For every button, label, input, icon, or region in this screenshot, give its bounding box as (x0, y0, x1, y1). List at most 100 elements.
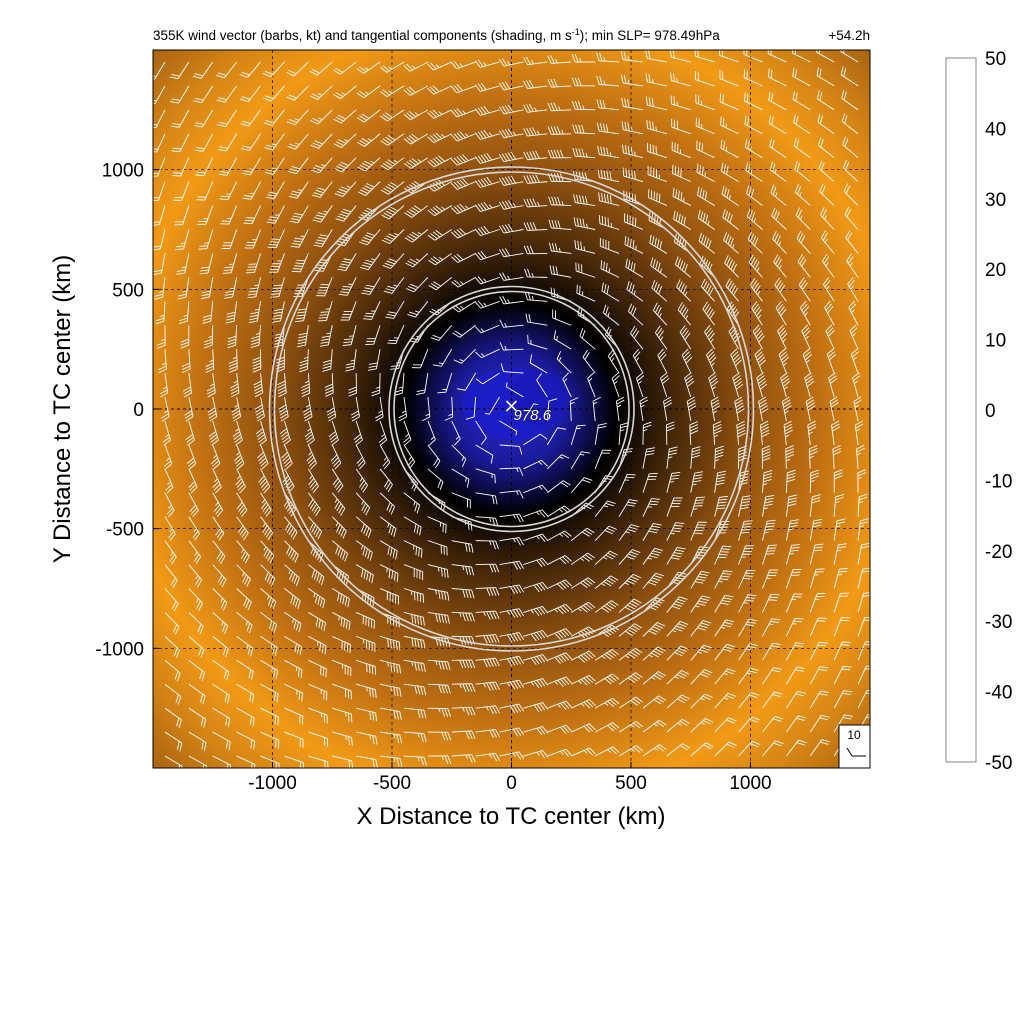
wind-barb (262, 61, 285, 78)
wind-barb (380, 181, 405, 195)
barb-reference-label: 10 (847, 728, 861, 742)
wind-barb (193, 109, 214, 128)
wind-barb (356, 731, 378, 745)
wind-barb (236, 588, 252, 611)
wind-barb (348, 373, 357, 397)
x-tick-label: 500 (615, 773, 647, 794)
wind-barb (833, 617, 850, 637)
wind-barb (842, 136, 859, 159)
wind-barb (475, 468, 496, 484)
wind-barb (618, 524, 640, 541)
wind-barb (475, 657, 500, 668)
wind-barb (594, 746, 620, 757)
wind-barb (570, 552, 595, 565)
wind-barb (833, 665, 852, 685)
wind-barb (284, 540, 299, 563)
wind-barb (196, 181, 214, 201)
wind-barb (690, 742, 714, 757)
wind-barb (674, 256, 692, 278)
wind-barb (475, 705, 500, 715)
wind-barb (404, 205, 429, 218)
wind-barb (621, 97, 644, 111)
wind-barb (154, 277, 166, 300)
wind-barb (474, 250, 500, 261)
wind-barb (498, 104, 524, 115)
wind-barb (212, 540, 226, 564)
wind-barb (547, 126, 572, 135)
wind-barb (571, 577, 596, 589)
wind-barb (686, 396, 697, 422)
wind-barb (762, 642, 782, 661)
wind-barb (745, 162, 763, 183)
wind-barb (594, 449, 612, 469)
wind-barb (353, 420, 363, 446)
wind-barb (670, 95, 691, 111)
wind-barb (379, 61, 405, 73)
colorbar-tick-label: -10 (985, 471, 1012, 492)
wind-barb (284, 635, 303, 656)
wind-barb (355, 468, 369, 493)
wind-barb (290, 229, 309, 248)
wind-barb (666, 743, 691, 757)
min-slp-label: 978.6 (514, 407, 552, 424)
wind-barb (597, 146, 620, 159)
wind-barb (403, 635, 426, 649)
wind-barb (337, 253, 357, 272)
wind-barb (184, 396, 194, 422)
wind-barb (332, 683, 352, 700)
wind-barb (474, 152, 500, 164)
wind-barb (672, 187, 691, 206)
wind-barb (809, 641, 828, 661)
wind-barb (677, 302, 692, 326)
wind-barb (816, 50, 835, 63)
wind-barb (403, 659, 426, 672)
wind-barb (241, 133, 261, 151)
wind-barb (378, 420, 388, 446)
wind-barb (355, 444, 366, 470)
wind-barb (642, 597, 665, 613)
wind-barb (475, 492, 498, 505)
wind-barb (720, 139, 739, 159)
wind-barb (475, 752, 500, 762)
wind-barb (287, 133, 309, 150)
wind-barb (379, 468, 393, 493)
wind-barb (153, 85, 166, 104)
wind-barb (547, 480, 571, 494)
wind-barb (652, 302, 668, 326)
wind-barb (451, 492, 471, 509)
wind-barb (724, 255, 739, 278)
wind-barb (284, 755, 304, 768)
y-tick-label: 0 (133, 400, 144, 421)
wind-barb (379, 659, 401, 674)
wind-barb (338, 277, 357, 296)
wind-barb (762, 569, 779, 589)
wind-barb (219, 181, 238, 201)
wind-barb (523, 509, 549, 518)
wind-barb (809, 494, 821, 517)
wind-barb (169, 61, 190, 80)
wind-barb (427, 540, 448, 556)
wind-barb (212, 612, 229, 634)
wind-barb (235, 468, 246, 494)
wind-barb (230, 373, 240, 398)
wind-barb (188, 612, 204, 635)
wind-barb (422, 396, 431, 422)
wind-barb (768, 91, 787, 111)
wind-barb (164, 564, 178, 588)
center-marker: 978.6 (505, 400, 552, 424)
wind-barb (379, 492, 395, 515)
wind-barb (690, 496, 706, 517)
wind-barb (499, 342, 524, 351)
wind-barb (823, 277, 835, 302)
wind-barb (156, 325, 166, 349)
wind-barb (624, 236, 644, 254)
wind-barb (212, 707, 231, 727)
wind-barb (177, 277, 190, 300)
wind-barb (825, 324, 835, 350)
wind-barb (706, 348, 717, 374)
wind-barb (645, 73, 667, 87)
wind-barb (666, 620, 689, 637)
wind-barb (220, 205, 238, 225)
wind-barb (240, 109, 261, 127)
wind-barb (794, 184, 811, 206)
